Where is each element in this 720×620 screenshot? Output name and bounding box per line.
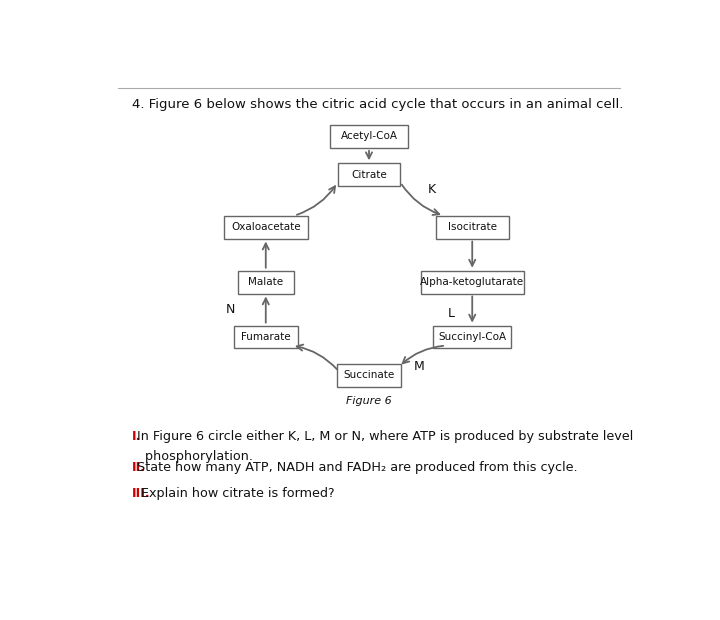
Text: Explain how citrate is formed?: Explain how citrate is formed? (133, 487, 335, 500)
Text: L: L (448, 307, 455, 319)
Text: Acetyl-CoA: Acetyl-CoA (341, 131, 397, 141)
FancyBboxPatch shape (330, 125, 408, 148)
FancyBboxPatch shape (420, 270, 524, 293)
FancyBboxPatch shape (224, 216, 307, 239)
FancyBboxPatch shape (433, 326, 511, 348)
Text: Figure 6: Figure 6 (346, 396, 392, 407)
Text: M: M (414, 360, 425, 373)
FancyBboxPatch shape (436, 216, 508, 239)
Text: Citrate: Citrate (351, 170, 387, 180)
FancyBboxPatch shape (337, 364, 401, 387)
Text: Succinyl-CoA: Succinyl-CoA (438, 332, 506, 342)
Text: K: K (428, 184, 436, 197)
Text: I.: I. (132, 430, 141, 443)
Text: Alpha-ketoglutarate: Alpha-ketoglutarate (420, 277, 524, 287)
Text: Malate: Malate (248, 277, 284, 287)
Text: State how many ATP, NADH and FADH₂ are produced from this cycle.: State how many ATP, NADH and FADH₂ are p… (133, 461, 577, 474)
Text: Fumarate: Fumarate (241, 332, 291, 342)
Text: II.: II. (132, 461, 146, 474)
FancyBboxPatch shape (338, 163, 400, 186)
Text: phosphorylation.: phosphorylation. (133, 450, 253, 463)
Text: Oxaloacetate: Oxaloacetate (231, 222, 300, 232)
FancyBboxPatch shape (238, 270, 294, 293)
Text: Isocitrate: Isocitrate (448, 222, 497, 232)
Text: In Figure 6 circle either K, L, M or N, where ATP is produced by substrate level: In Figure 6 circle either K, L, M or N, … (133, 430, 633, 443)
FancyBboxPatch shape (234, 326, 298, 348)
Text: 4. Figure 6 below shows the citric acid cycle that occurs in an animal cell.: 4. Figure 6 below shows the citric acid … (132, 98, 624, 111)
Text: III.: III. (132, 487, 150, 500)
Text: Succinate: Succinate (343, 370, 395, 380)
Text: N: N (226, 303, 235, 316)
